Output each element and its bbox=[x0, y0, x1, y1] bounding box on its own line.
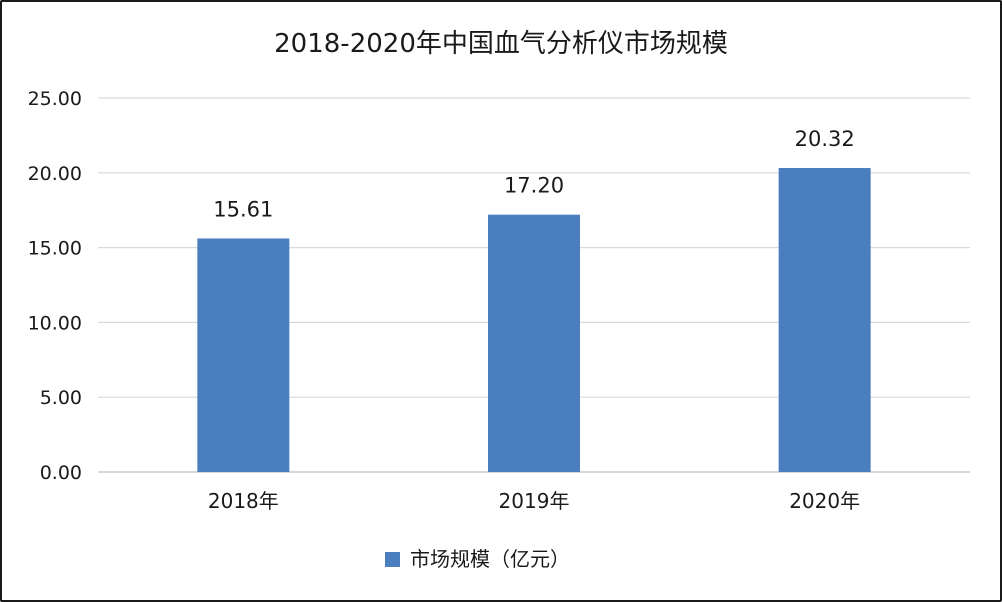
bar-3 bbox=[778, 168, 871, 472]
x-axis-categories: 2018年 2019年 2020年 bbox=[208, 489, 860, 513]
category-label: 2019年 bbox=[499, 489, 570, 513]
data-labels: 15.61 17.20 20.32 bbox=[213, 127, 854, 221]
y-tick-label: 20.00 bbox=[28, 163, 82, 185]
y-tick-label: 10.00 bbox=[28, 312, 82, 334]
y-tick-label: 0.00 bbox=[40, 462, 82, 484]
legend-label: 市场规模（亿元） bbox=[410, 547, 570, 571]
legend: 市场规模（亿元） bbox=[385, 547, 570, 571]
bars bbox=[197, 168, 871, 473]
y-tick-label: 5.00 bbox=[40, 387, 82, 409]
data-label: 20.32 bbox=[795, 127, 855, 151]
legend-swatch bbox=[385, 552, 400, 567]
bar-2 bbox=[488, 214, 580, 473]
chart-title: 2018-2020年中国血气分析仪市场规模 bbox=[274, 29, 728, 59]
category-label: 2020年 bbox=[789, 489, 860, 513]
data-label: 15.61 bbox=[213, 197, 273, 221]
y-tick-label: 15.00 bbox=[28, 238, 82, 260]
category-label: 2018年 bbox=[208, 489, 279, 513]
data-label: 17.20 bbox=[504, 174, 564, 198]
bar-1 bbox=[197, 238, 290, 472]
y-axis-ticks: 0.00 5.00 10.00 15.00 20.00 25.00 bbox=[28, 88, 82, 484]
y-tick-label: 25.00 bbox=[28, 88, 82, 110]
